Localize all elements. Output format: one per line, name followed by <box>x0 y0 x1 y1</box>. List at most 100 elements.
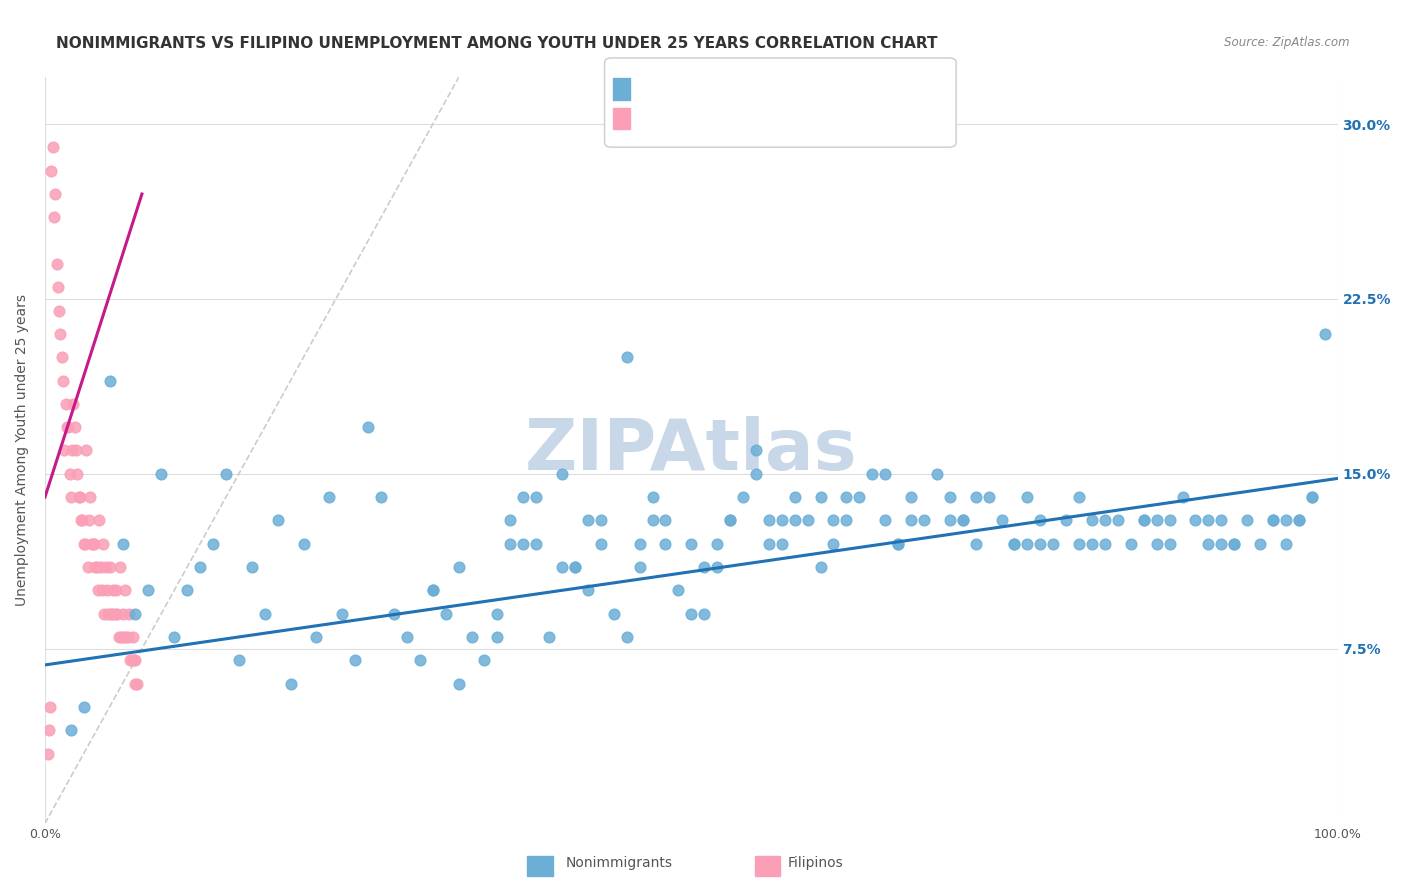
Point <box>758 513 780 527</box>
Point <box>1094 537 1116 551</box>
Point <box>1223 537 1246 551</box>
Point <box>45 257 67 271</box>
Point <box>422 583 444 598</box>
Point <box>977 490 1000 504</box>
Point <box>66 467 89 481</box>
Point <box>202 537 225 551</box>
Point <box>1197 513 1219 527</box>
Point <box>1146 513 1168 527</box>
Point <box>628 537 651 551</box>
Point <box>77 513 100 527</box>
Point <box>1288 513 1310 527</box>
Point <box>42 140 65 154</box>
Point <box>783 513 806 527</box>
Point <box>1042 537 1064 551</box>
Point <box>188 560 211 574</box>
Point <box>344 653 367 667</box>
Point <box>111 607 134 621</box>
Point <box>253 607 276 621</box>
Point <box>564 560 586 574</box>
Point <box>538 630 561 644</box>
Point <box>965 490 987 504</box>
Point <box>292 537 315 551</box>
Point <box>952 513 974 527</box>
Point <box>758 537 780 551</box>
Point <box>44 186 66 201</box>
Point <box>990 513 1012 527</box>
Point <box>887 537 910 551</box>
Point <box>524 490 547 504</box>
Point <box>1275 513 1298 527</box>
Point <box>370 490 392 504</box>
Text: 0.357: 0.357 <box>682 82 730 96</box>
Point <box>900 513 922 527</box>
Point <box>37 747 59 761</box>
Point <box>925 467 948 481</box>
Point <box>63 420 86 434</box>
Point <box>1159 513 1181 527</box>
Point <box>486 630 509 644</box>
Point <box>73 537 96 551</box>
Point <box>939 490 962 504</box>
Point <box>589 537 612 551</box>
Text: Filipinos: Filipinos <box>787 855 844 870</box>
Point <box>952 513 974 527</box>
Point <box>89 513 111 527</box>
Point <box>49 326 72 341</box>
Point <box>84 560 107 574</box>
Point <box>770 537 793 551</box>
Point <box>1313 326 1336 341</box>
Point <box>83 537 105 551</box>
Point <box>875 467 897 481</box>
Text: 145: 145 <box>801 82 834 96</box>
Point <box>87 583 110 598</box>
Point <box>1197 537 1219 551</box>
Text: 71: 71 <box>801 112 828 126</box>
Point <box>105 607 128 621</box>
Point <box>681 537 703 551</box>
Point <box>1069 490 1091 504</box>
Point <box>564 560 586 574</box>
Text: N =: N = <box>752 82 786 96</box>
Point <box>42 211 65 225</box>
Point <box>75 443 97 458</box>
Point <box>41 163 63 178</box>
Point <box>616 350 638 364</box>
Point <box>681 607 703 621</box>
Point <box>745 443 768 458</box>
Point <box>60 443 83 458</box>
Point <box>318 490 340 504</box>
Point <box>447 560 470 574</box>
Point <box>115 630 138 644</box>
Point <box>150 467 173 481</box>
Point <box>80 537 103 551</box>
Point <box>1054 513 1077 527</box>
Point <box>240 560 263 574</box>
Point <box>59 723 82 738</box>
Point <box>100 607 122 621</box>
Point <box>53 443 76 458</box>
Point <box>39 699 62 714</box>
Point <box>848 490 870 504</box>
Point <box>1132 513 1154 527</box>
Text: ZIPAtlas: ZIPAtlas <box>524 416 858 485</box>
Point <box>1146 537 1168 551</box>
Point <box>73 699 96 714</box>
Point <box>1261 513 1284 527</box>
Point <box>124 607 146 621</box>
Point <box>887 537 910 551</box>
Point <box>76 560 98 574</box>
Point <box>512 537 534 551</box>
Point <box>409 653 432 667</box>
Point <box>382 607 405 621</box>
Point <box>1029 537 1052 551</box>
Point <box>745 467 768 481</box>
Text: R =: R = <box>633 112 666 126</box>
Point <box>124 653 146 667</box>
Point <box>107 630 129 644</box>
Point <box>718 513 741 527</box>
Point <box>266 513 288 527</box>
Point <box>65 443 87 458</box>
Point <box>576 583 599 598</box>
Point <box>280 676 302 690</box>
